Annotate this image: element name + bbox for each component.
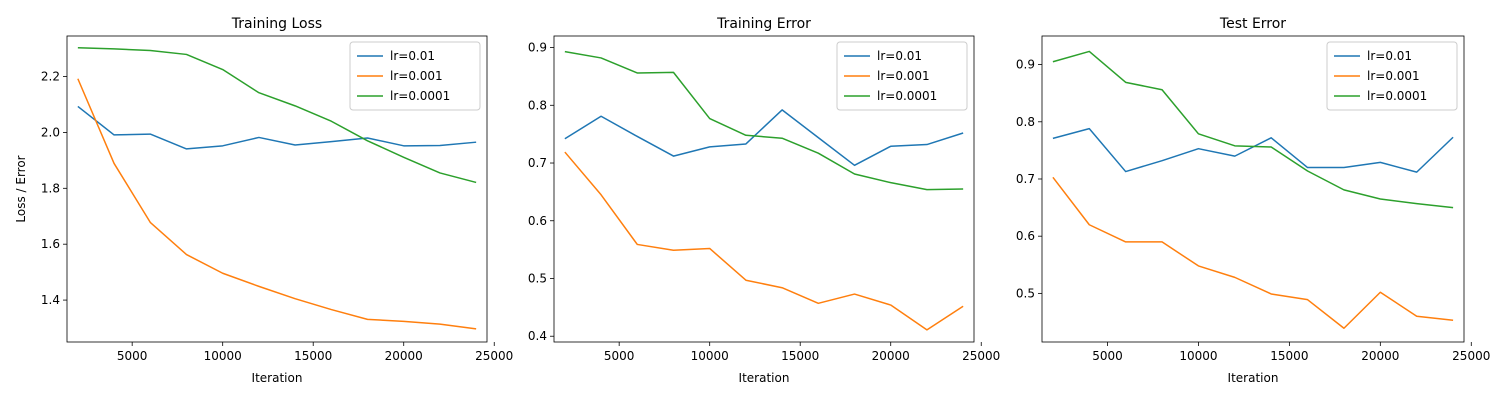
y-tick-label: 0.5 (1016, 286, 1035, 300)
y-tick-label: 0.9 (1016, 58, 1035, 72)
series-line-lr-0-0001 (1052, 50, 1454, 209)
legend-label: lr=0.0001 (390, 89, 450, 103)
y-tick-label: 0.5 (528, 271, 547, 285)
legend-label: lr=0.0001 (1367, 89, 1427, 103)
series-line-lr-0-001 (1052, 176, 1454, 330)
series-line-lr-0-001 (564, 151, 964, 331)
y-tick-label: 2.0 (41, 125, 60, 139)
test-error-panel: Test Error 5000 10000 15000 20000 25000 0.5 0.6… (1016, 16, 1490, 385)
legend-box (349, 41, 481, 111)
series-line-lr-0-0001 (77, 46, 477, 184)
x-tick-label: 5000 (1092, 349, 1123, 363)
x-tick-label: 10000 (1179, 349, 1217, 363)
legend: lr=0.01 lr=0.001 lr=0.0001 (349, 41, 481, 111)
x-tick-label: 25000 (1452, 349, 1490, 363)
plot-area-frame (1041, 35, 1465, 343)
chart-title: Training Error (716, 16, 811, 32)
legend-label: lr=0.001 (390, 69, 443, 83)
series-line-lr-0-01 (77, 105, 477, 150)
series-line-lr-0-01 (1052, 127, 1454, 173)
y-tick-label: 0.8 (528, 98, 547, 112)
x-tick-label: 25000 (475, 349, 513, 363)
legend-label: lr=0.01 (1367, 49, 1412, 63)
y-tick-label: 1.6 (41, 237, 60, 251)
legend: lr=0.01 lr=0.001 lr=0.0001 (836, 41, 968, 111)
x-tick-label: 25000 (962, 349, 1000, 363)
series-line-lr-0-01 (564, 109, 964, 167)
chart-title: Test Error (1219, 16, 1286, 32)
x-axis-label: Iteration (1228, 371, 1279, 385)
legend-box (1326, 41, 1458, 111)
x-tick-label: 5000 (604, 349, 635, 363)
training-error-panel: Training Error 5000 10000 15000 20000 25000 0.… (528, 16, 1000, 385)
x-axis-label: Iteration (252, 371, 303, 385)
legend-box (836, 41, 968, 111)
y-axis-label: Loss / Error (14, 155, 28, 222)
x-tick-label: 20000 (872, 349, 910, 363)
series-line-lr-0-001 (77, 78, 477, 330)
y-tick-label: 1.4 (41, 293, 60, 307)
y-tick-label: 0.6 (1016, 229, 1035, 243)
legend-label: lr=0.001 (1367, 69, 1420, 83)
chart-title: Training Loss (231, 16, 322, 32)
legend-label: lr=0.001 (877, 69, 930, 83)
legend: lr=0.01 lr=0.001 lr=0.0001 (1326, 41, 1458, 111)
y-tick-label: 0.7 (1016, 172, 1035, 186)
y-tick-label: 2.2 (41, 70, 60, 84)
training-loss-panel: Training Loss 5000 10000 15000 20000 25000 1.4… (14, 16, 513, 385)
x-tick-label: 10000 (691, 349, 729, 363)
x-axis-label: Iteration (739, 371, 790, 385)
y-tick-label: 1.8 (41, 181, 60, 195)
legend-label: lr=0.01 (877, 49, 922, 63)
y-tick-label: 0.4 (528, 329, 547, 343)
x-tick-label: 15000 (294, 349, 332, 363)
y-tick-label: 0.9 (528, 41, 547, 55)
x-tick-label: 15000 (781, 349, 819, 363)
legend-label: lr=0.0001 (877, 89, 937, 103)
y-tick-label: 0.8 (1016, 115, 1035, 129)
plot-area-frame (553, 35, 975, 343)
x-tick-label: 20000 (385, 349, 423, 363)
plot-area-frame (66, 35, 488, 343)
y-tick-label: 0.7 (528, 156, 547, 170)
x-tick-label: 15000 (1270, 349, 1308, 363)
x-tick-label: 20000 (1361, 349, 1399, 363)
legend-label: lr=0.01 (390, 49, 435, 63)
x-tick-label: 10000 (204, 349, 242, 363)
x-tick-label: 5000 (117, 349, 148, 363)
y-tick-label: 0.6 (528, 214, 547, 228)
series-line-lr-0-0001 (564, 50, 964, 191)
